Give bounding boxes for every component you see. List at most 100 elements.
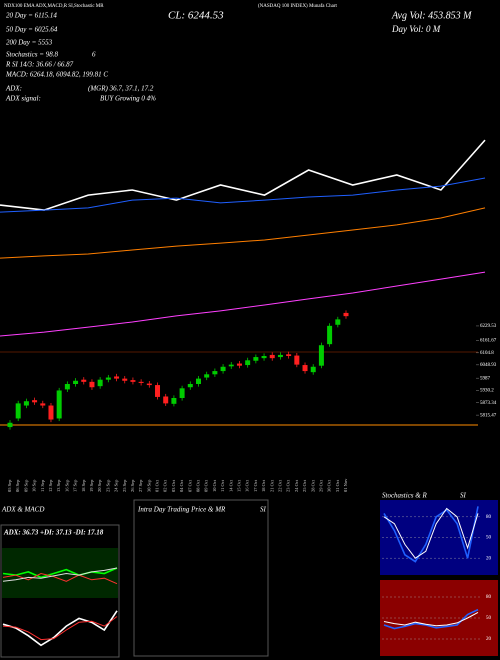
x-tick-label: 10 Oct [212, 479, 217, 492]
x-tick-label: 22 Oct [277, 479, 282, 492]
header-text: CL: 6244.53 [168, 10, 224, 22]
candle-body [48, 405, 54, 420]
y-tick-label: 5930.2 [480, 389, 494, 394]
x-tick-label: 20 Sep [97, 479, 102, 492]
candle-body [155, 385, 161, 397]
candle-body [204, 374, 210, 378]
panel-title: Stochastics & R [382, 492, 427, 500]
series-line [383, 507, 479, 559]
candle-body [327, 325, 333, 345]
candle-body [114, 376, 120, 379]
header-text: 50 Day = 6025.64 [6, 26, 58, 34]
series-line [2, 616, 118, 641]
candle-body [23, 401, 29, 406]
header-text: (NASDAQ 100 INDEX) Munafa Chart [258, 4, 337, 9]
candle-body [220, 366, 226, 372]
header-text: 6 [92, 51, 96, 59]
y-tick-label: 80 [486, 515, 492, 520]
x-tick-label: 12 Sep [48, 479, 53, 492]
candle-body [97, 379, 103, 387]
candle-body [212, 371, 218, 375]
candle-body [269, 354, 275, 359]
y-tick-label: 50 [486, 616, 492, 621]
header-text: 20 Day = 6115.14 [6, 12, 57, 20]
y-tick-label: 6161.67 [480, 339, 497, 344]
x-tick-label: 05 Sep [7, 479, 12, 492]
header-text: Avg Vol: 453.853 M [391, 10, 472, 21]
candle-body [146, 383, 152, 386]
candle-body [56, 390, 62, 419]
header-text: R SI 14/3: 36.66 / 66.87 [5, 61, 74, 69]
x-tick-label: 23 Sep [105, 479, 110, 492]
x-tick-label: 14 Oct [228, 479, 233, 492]
x-tick-label: 25 Oct [302, 479, 307, 492]
x-tick-label: 30 Oct [327, 479, 332, 492]
x-tick-label: 21 Oct [269, 479, 274, 492]
candle-body [187, 384, 193, 388]
x-tick-label: 06 Sep [15, 479, 20, 492]
x-tick-label: 18 Oct [261, 479, 266, 492]
x-tick-label: 16 Oct [245, 479, 250, 492]
x-tick-label: 15 Oct [236, 479, 241, 492]
candle-body [343, 312, 349, 317]
candle-body [81, 379, 87, 382]
candle-body [335, 319, 341, 325]
candle-body [7, 422, 13, 428]
candle-body [138, 381, 144, 383]
x-tick-label: 30 Sep [146, 479, 151, 492]
series-line [383, 506, 479, 563]
candle-body [294, 355, 300, 365]
header-text: (MGR) 36.7, 37.1, 17.2 [88, 85, 154, 93]
header-text: MACD: 6264.18, 6094.82, 199.81 C [5, 71, 108, 79]
candle-body [64, 384, 70, 390]
series-line [2, 567, 118, 579]
series-line [0, 177, 486, 213]
x-tick-label: 24 Oct [294, 479, 299, 492]
series-line [0, 139, 486, 211]
x-tick-label: 17 Sep [73, 479, 78, 492]
candle-body [310, 366, 316, 373]
x-tick-label: 03 Oct [171, 479, 176, 492]
series-line [383, 611, 479, 627]
y-tick-label: 5873.34 [480, 401, 497, 406]
candle-body [286, 354, 292, 356]
panel-title: ADX & MACD [1, 506, 44, 514]
y-tick-label: 5815.47 [480, 413, 497, 418]
y-tick-label: 6104.8 [480, 351, 494, 356]
header-text: BUY Growing 0 4% [100, 95, 156, 103]
series-line [2, 572, 118, 585]
y-tick-label: 5987 [480, 376, 491, 381]
y-tick-label: 80 [486, 595, 492, 600]
x-tick-label: 23 Oct [286, 479, 291, 492]
x-tick-label: 11 Sep [40, 479, 45, 492]
candle-body [261, 356, 267, 359]
x-tick-label: 19 Sep [89, 479, 94, 492]
candle-body [73, 380, 79, 384]
header: NDX100 EMA ADX,MACD,R SI,Stochastic MR (… [4, 4, 472, 102]
x-tick-label: 26 Sep [130, 479, 135, 492]
x-tick-label: 28 Oct [310, 479, 315, 492]
candle-body [105, 377, 111, 380]
series-line [383, 608, 479, 630]
panel-title: SI [460, 492, 467, 500]
header-text: NDX100 EMA ADX,MACD,R SI,Stochastic MR [4, 4, 104, 9]
x-tick-label: 02 Oct [163, 479, 168, 492]
candle-body [179, 388, 185, 398]
y-tick-label: 6048.93 [480, 363, 497, 368]
series-line [0, 271, 486, 337]
series-line [0, 207, 486, 259]
candle-body [40, 403, 46, 406]
panel-title: SI [260, 506, 267, 514]
x-tick-label: 01 Oct [155, 479, 160, 492]
x-tick-label: 18 Sep [81, 479, 86, 492]
panel-title: Intra Day Trading Price & MR [137, 506, 226, 514]
adx-panel [0, 524, 120, 658]
candle-body [32, 400, 38, 403]
y-tick-label: 6229.53 [480, 324, 497, 329]
x-tick-label: 17 Oct [253, 479, 258, 492]
candle-body [122, 378, 128, 381]
x-tick-label: 01 Nov [343, 478, 348, 492]
x-tick-label: 13 Sep [56, 479, 61, 492]
y-tick-label: 20 [486, 637, 492, 642]
